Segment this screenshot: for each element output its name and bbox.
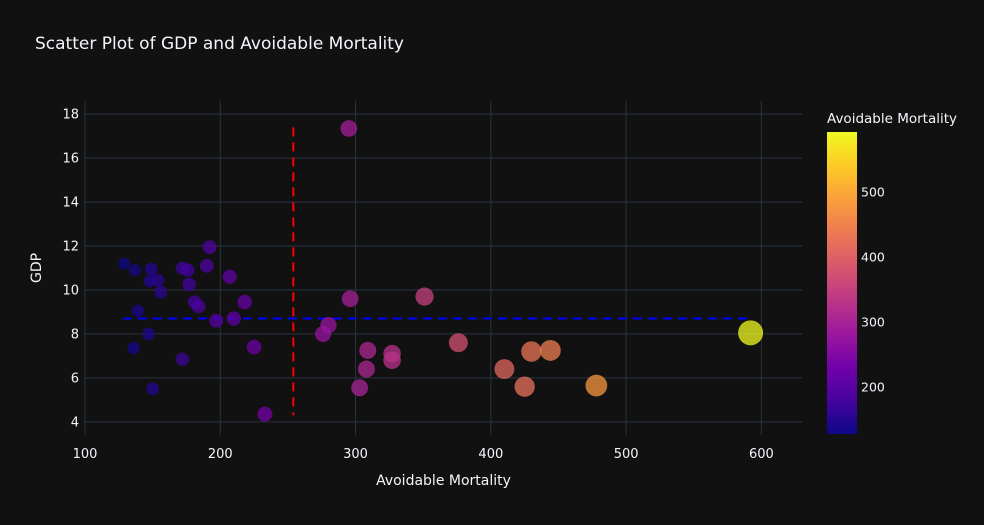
data-point [128, 264, 142, 277]
data-point [191, 299, 206, 314]
data-points [118, 120, 764, 422]
data-point [154, 285, 168, 299]
data-point [415, 287, 434, 306]
colorbar-title: Avoidable Mortality [827, 111, 957, 127]
y-tick-label: 14 [62, 196, 79, 211]
data-point [539, 339, 561, 361]
y-tick-label: 8 [71, 327, 79, 342]
data-point [341, 290, 359, 308]
x-tick-label: 400 [478, 447, 503, 462]
data-point [521, 341, 542, 362]
y-tick-label: 6 [71, 371, 79, 386]
x-tick-label: 600 [749, 447, 774, 462]
colorbar-tick-label: 200 [861, 380, 885, 395]
y-tick-label: 4 [71, 415, 79, 430]
y-tick-label: 10 [62, 283, 79, 298]
data-point [222, 269, 237, 284]
data-point [246, 339, 262, 355]
data-point [383, 351, 401, 370]
data-point [131, 304, 144, 318]
x-tick-label: 100 [73, 447, 98, 462]
data-point [585, 374, 608, 397]
data-point [202, 240, 217, 255]
colorbar: Avoidable Mortality 200 300 400 500 [827, 111, 957, 434]
colorbar-gradient [827, 132, 857, 434]
y-axis-label: GDP [29, 253, 45, 283]
data-point [738, 320, 764, 346]
data-point [514, 376, 535, 397]
data-point [118, 257, 131, 270]
data-point [182, 277, 196, 292]
data-point [237, 294, 252, 310]
data-point [144, 262, 158, 276]
data-point [351, 379, 369, 397]
x-tick-label: 300 [343, 447, 368, 462]
data-point [151, 273, 165, 287]
data-point [357, 360, 375, 378]
grid [84, 101, 802, 435]
y-tick-label: 16 [62, 152, 79, 167]
data-point [226, 311, 241, 326]
data-point [146, 382, 159, 396]
chart-title: Scatter Plot of GDP and Avoidable Mortal… [35, 34, 404, 54]
data-point [320, 317, 337, 334]
data-point [127, 342, 140, 355]
data-point [199, 258, 214, 273]
colorbar-tick-label: 500 [861, 184, 885, 199]
colorbar-tick-label: 400 [861, 249, 885, 264]
data-point [340, 120, 358, 137]
data-point [175, 352, 190, 366]
colorbar-tick-label: 300 [861, 315, 885, 330]
reference-lines [122, 127, 751, 416]
data-point [257, 406, 273, 422]
axes: 100 200 300 400 500 600 4 6 8 10 12 14 16 18 Avoidable… [29, 108, 774, 489]
data-point [359, 341, 377, 359]
data-point [494, 359, 515, 380]
x-axis-label: Avoidable Mortality [376, 473, 511, 489]
y-tick-label: 18 [62, 108, 79, 123]
x-tick-label: 500 [614, 447, 639, 462]
data-point [142, 327, 155, 341]
data-point [448, 333, 468, 353]
y-tick-label: 12 [62, 240, 79, 255]
data-point [181, 263, 195, 277]
data-point [209, 313, 224, 328]
x-tick-label: 200 [208, 447, 233, 462]
